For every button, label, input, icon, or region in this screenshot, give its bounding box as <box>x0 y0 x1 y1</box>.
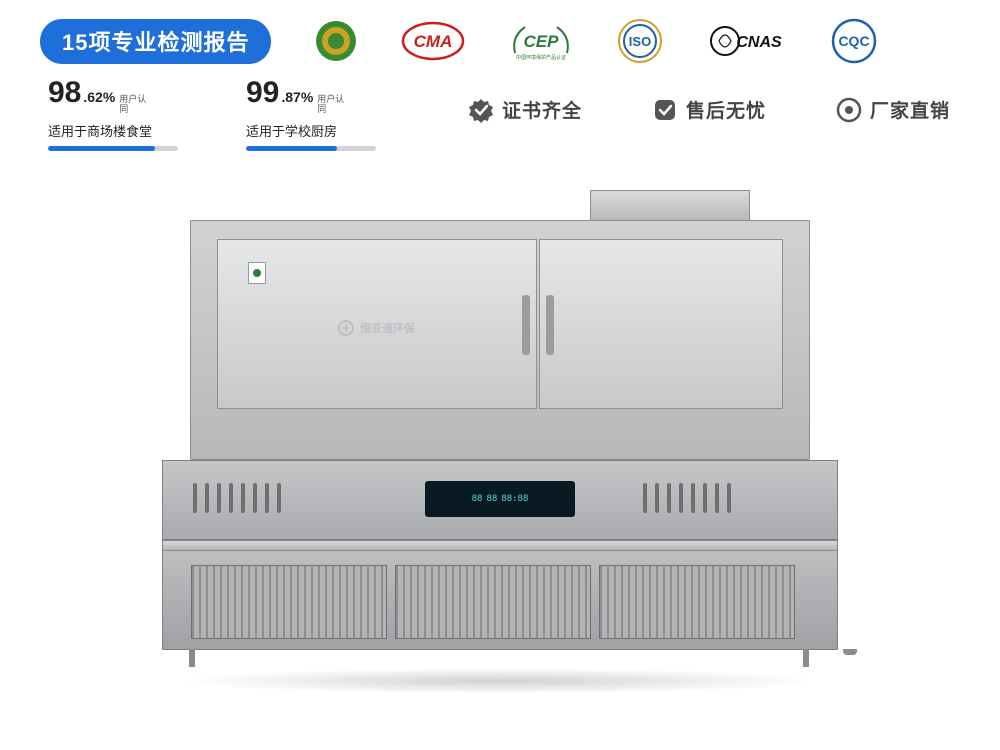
vent-slot <box>253 483 257 513</box>
vent-slot <box>715 483 719 513</box>
cert-cep-text: CEP <box>524 32 560 51</box>
stat-bar <box>48 146 178 151</box>
stats-row: 98 .62% 用户认同 适用于商场楼食堂 99 .87% 用户认同 适用于学校… <box>0 64 1000 151</box>
stat-user-label: 用户认同 <box>317 95 345 115</box>
vent-slot <box>703 483 707 513</box>
vent-slot <box>205 483 209 513</box>
cert-cnas-text: CNAS <box>737 34 783 51</box>
support-leg <box>189 649 195 667</box>
upper-cabinet: 恒亚通环保 <box>190 220 810 460</box>
stat-small-value: .62% <box>83 89 115 105</box>
display-segment: 88 <box>472 494 483 504</box>
vent-slot <box>679 483 683 513</box>
shield-check-icon <box>652 97 678 123</box>
feature-factory: 厂家直销 <box>836 96 950 123</box>
cert-cma-icon: CMA <box>401 21 465 61</box>
cabinet-panel-left: 恒亚通环保 <box>217 239 537 409</box>
report-badge: 15项专业检测报告 <box>40 19 271 64</box>
vent-slot <box>193 483 197 513</box>
support-leg <box>803 649 809 667</box>
handle-icon <box>522 295 530 355</box>
grille-panel <box>191 565 387 639</box>
stat-bar-fill <box>246 146 337 151</box>
display-segment: 88 <box>486 494 497 504</box>
stat-mall: 98 .62% 用户认同 适用于商场楼食堂 <box>48 78 198 151</box>
cert-cep-icon: CEP 中国环境保护产品认证 <box>509 19 573 63</box>
vent-slot <box>655 483 659 513</box>
check-badge-icon <box>468 97 494 123</box>
vent-slot <box>667 483 671 513</box>
product-shadow <box>180 668 820 694</box>
vent-slot <box>229 483 233 513</box>
control-band: 88 88 88:88 <box>162 460 838 540</box>
feature-text: 厂家直销 <box>870 96 950 123</box>
certification-icons: CMA CEP 中国环境保护产品认证 ISO CNAS <box>315 18 877 64</box>
vent-slot <box>241 483 245 513</box>
cert-cqc-icon: CQC <box>831 18 877 64</box>
brand-text: 恒亚通环保 <box>360 320 415 336</box>
stat-big-value: 98 <box>48 78 81 108</box>
stat-bar <box>246 146 376 151</box>
vent-slot <box>277 483 281 513</box>
svg-text:中国环境保护产品认证: 中国环境保护产品认证 <box>516 54 566 61</box>
display-segment: 88:88 <box>501 494 528 504</box>
stat-big-value: 99 <box>246 78 279 108</box>
vent-slot <box>727 483 731 513</box>
cert-cma-text: CMA <box>414 32 453 51</box>
feature-text: 售后无忧 <box>686 96 766 123</box>
sticker-icon <box>248 262 266 284</box>
drain-icon <box>843 649 857 655</box>
exhaust-hood <box>162 540 838 650</box>
cabinet-panel-right <box>539 239 783 409</box>
brand-logo: 恒亚通环保 <box>338 320 415 336</box>
stat-school: 99 .87% 用户认同 适用于学校厨房 <box>246 78 396 151</box>
product-illustration: 恒亚通环保 88 88 88:88 <box>190 190 810 660</box>
vent-slot <box>643 483 647 513</box>
cert-iso-text: ISO <box>629 34 651 49</box>
cert-cnas-icon: CNAS <box>707 21 787 61</box>
top-row: 15项专业检测报告 CMA CEP 中国环境保护产品认证 <box>0 0 1000 64</box>
stat-user-label: 用户认同 <box>119 95 147 115</box>
grille-panel <box>395 565 591 639</box>
stat-bar-fill <box>48 146 155 151</box>
vent-slots-left <box>193 483 281 513</box>
cert-cqc-text: CQC <box>839 33 870 49</box>
top-duct <box>590 190 750 222</box>
vent-slots-right <box>643 483 731 513</box>
vent-slot <box>265 483 269 513</box>
cert-iso-icon: ISO <box>617 18 663 64</box>
stat-small-value: .87% <box>281 89 313 105</box>
feature-row: 证书齐全 售后无忧 厂家直销 <box>468 78 960 123</box>
feature-cert: 证书齐全 <box>468 96 582 123</box>
handle-icon <box>546 295 554 355</box>
cert-seal-icon <box>315 20 357 62</box>
stat-desc: 适用于商场楼食堂 <box>48 121 198 140</box>
grille-panel <box>599 565 795 639</box>
vent-slot <box>217 483 221 513</box>
target-icon <box>836 97 862 123</box>
vent-slot <box>691 483 695 513</box>
stat-desc: 适用于学校厨房 <box>246 121 396 140</box>
digital-display: 88 88 88:88 <box>425 481 575 517</box>
feature-text: 证书齐全 <box>502 96 582 123</box>
feature-aftersale: 售后无忧 <box>652 96 766 123</box>
hood-rail <box>163 541 837 551</box>
